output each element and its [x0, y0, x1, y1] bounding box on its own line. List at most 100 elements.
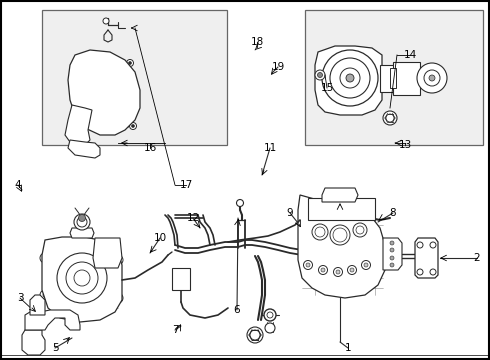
Polygon shape — [25, 310, 80, 330]
Circle shape — [77, 217, 87, 227]
Circle shape — [322, 50, 378, 106]
Circle shape — [43, 256, 47, 260]
Text: 9: 9 — [287, 208, 294, 218]
Circle shape — [430, 269, 436, 275]
Polygon shape — [383, 238, 402, 270]
Text: 18: 18 — [250, 37, 264, 47]
Circle shape — [417, 242, 423, 248]
Text: 4: 4 — [15, 180, 21, 190]
Circle shape — [417, 63, 447, 93]
Circle shape — [103, 18, 109, 24]
Circle shape — [429, 75, 435, 81]
Circle shape — [113, 293, 123, 303]
Polygon shape — [42, 237, 122, 322]
Text: 6: 6 — [234, 305, 240, 315]
Circle shape — [74, 270, 90, 286]
Circle shape — [264, 309, 276, 321]
Polygon shape — [30, 295, 45, 315]
Polygon shape — [22, 330, 45, 355]
Circle shape — [108, 88, 132, 112]
Circle shape — [74, 214, 90, 230]
Circle shape — [247, 327, 263, 343]
Circle shape — [43, 293, 47, 297]
Circle shape — [129, 122, 137, 130]
Circle shape — [356, 226, 364, 234]
Circle shape — [76, 57, 83, 63]
Circle shape — [25, 346, 30, 351]
Circle shape — [336, 270, 340, 274]
Circle shape — [126, 59, 133, 67]
Circle shape — [40, 253, 50, 263]
Text: 1: 1 — [344, 343, 351, 353]
Circle shape — [306, 263, 310, 267]
Circle shape — [131, 125, 134, 127]
Circle shape — [237, 199, 244, 207]
Polygon shape — [93, 238, 122, 268]
Polygon shape — [415, 238, 438, 278]
Circle shape — [315, 227, 325, 237]
Circle shape — [390, 256, 394, 260]
Circle shape — [346, 74, 354, 82]
Bar — [305, 10, 483, 145]
Circle shape — [57, 253, 107, 303]
Circle shape — [321, 268, 325, 272]
Text: 19: 19 — [271, 62, 285, 72]
Circle shape — [318, 266, 327, 275]
Polygon shape — [315, 46, 382, 115]
Polygon shape — [322, 188, 358, 202]
Circle shape — [116, 258, 120, 262]
Circle shape — [417, 269, 423, 275]
Circle shape — [40, 290, 50, 300]
Polygon shape — [68, 50, 140, 135]
Circle shape — [78, 59, 81, 62]
Circle shape — [74, 125, 81, 131]
Text: 13: 13 — [398, 140, 412, 150]
Circle shape — [25, 318, 30, 323]
Circle shape — [113, 255, 123, 265]
Polygon shape — [308, 198, 375, 220]
Circle shape — [390, 263, 394, 267]
Circle shape — [76, 126, 79, 130]
Circle shape — [116, 296, 120, 300]
Circle shape — [383, 111, 397, 125]
Circle shape — [265, 323, 275, 333]
Bar — [42, 10, 227, 145]
Circle shape — [94, 86, 106, 98]
Circle shape — [267, 312, 273, 318]
Polygon shape — [393, 62, 420, 95]
Circle shape — [113, 93, 127, 107]
Circle shape — [390, 248, 394, 252]
Text: 2: 2 — [474, 253, 480, 263]
Text: 8: 8 — [390, 208, 396, 218]
Circle shape — [88, 80, 112, 104]
Circle shape — [390, 241, 394, 245]
Circle shape — [334, 267, 343, 276]
Circle shape — [312, 224, 328, 240]
Circle shape — [303, 261, 313, 270]
Circle shape — [350, 268, 354, 272]
Circle shape — [364, 263, 368, 267]
Circle shape — [250, 330, 260, 340]
Polygon shape — [70, 228, 94, 238]
Circle shape — [40, 318, 45, 323]
Circle shape — [128, 62, 131, 64]
Circle shape — [424, 70, 440, 86]
Circle shape — [340, 68, 360, 88]
Circle shape — [430, 242, 436, 248]
Circle shape — [78, 215, 85, 221]
Circle shape — [82, 74, 118, 110]
Polygon shape — [298, 195, 385, 298]
Text: 15: 15 — [320, 83, 334, 93]
Text: 17: 17 — [179, 180, 193, 190]
Polygon shape — [380, 65, 395, 92]
Circle shape — [386, 114, 394, 122]
Circle shape — [66, 262, 98, 294]
Polygon shape — [65, 105, 92, 145]
Text: 12: 12 — [186, 213, 199, 223]
Circle shape — [347, 266, 357, 275]
Circle shape — [315, 70, 325, 80]
Circle shape — [40, 346, 45, 351]
Circle shape — [330, 225, 350, 245]
Text: 10: 10 — [153, 233, 167, 243]
Polygon shape — [68, 140, 100, 158]
